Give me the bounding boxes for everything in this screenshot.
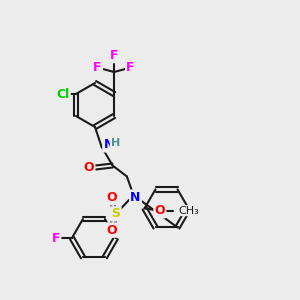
Text: N: N [103,138,114,151]
Text: F: F [126,61,135,74]
Text: F: F [52,232,60,244]
Text: F: F [110,49,118,62]
Text: H: H [111,138,120,148]
Text: O: O [106,191,117,204]
Text: CH₃: CH₃ [178,206,199,216]
Text: F: F [93,61,102,74]
Text: N: N [130,191,141,204]
Text: O: O [154,204,165,217]
Text: Cl: Cl [56,88,70,100]
Text: O: O [106,224,117,237]
Text: S: S [111,207,120,220]
Text: O: O [84,161,94,174]
